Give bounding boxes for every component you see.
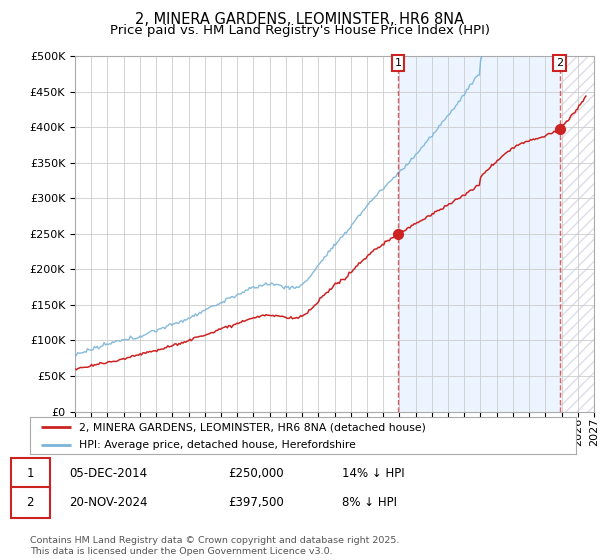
Text: HPI: Average price, detached house, Herefordshire: HPI: Average price, detached house, Here…: [79, 440, 356, 450]
Text: £250,000: £250,000: [228, 466, 284, 480]
Text: 8% ↓ HPI: 8% ↓ HPI: [342, 496, 397, 509]
Bar: [398, 56, 560, 412]
Text: 2, MINERA GARDENS, LEOMINSTER, HR6 8NA: 2, MINERA GARDENS, LEOMINSTER, HR6 8NA: [136, 12, 464, 27]
Text: £397,500: £397,500: [228, 496, 284, 509]
Text: 1: 1: [395, 58, 401, 68]
Text: 2: 2: [26, 496, 34, 509]
Text: 1: 1: [26, 466, 34, 480]
Text: 2, MINERA GARDENS, LEOMINSTER, HR6 8NA (detached house): 2, MINERA GARDENS, LEOMINSTER, HR6 8NA (…: [79, 422, 426, 432]
Bar: [560, 56, 594, 412]
Text: 14% ↓ HPI: 14% ↓ HPI: [342, 466, 404, 480]
Text: 05-DEC-2014: 05-DEC-2014: [69, 466, 147, 480]
Text: Price paid vs. HM Land Registry's House Price Index (HPI): Price paid vs. HM Land Registry's House …: [110, 24, 490, 36]
Text: 20-NOV-2024: 20-NOV-2024: [69, 496, 148, 509]
Text: Contains HM Land Registry data © Crown copyright and database right 2025.
This d: Contains HM Land Registry data © Crown c…: [30, 536, 400, 556]
Text: 2: 2: [556, 58, 563, 68]
